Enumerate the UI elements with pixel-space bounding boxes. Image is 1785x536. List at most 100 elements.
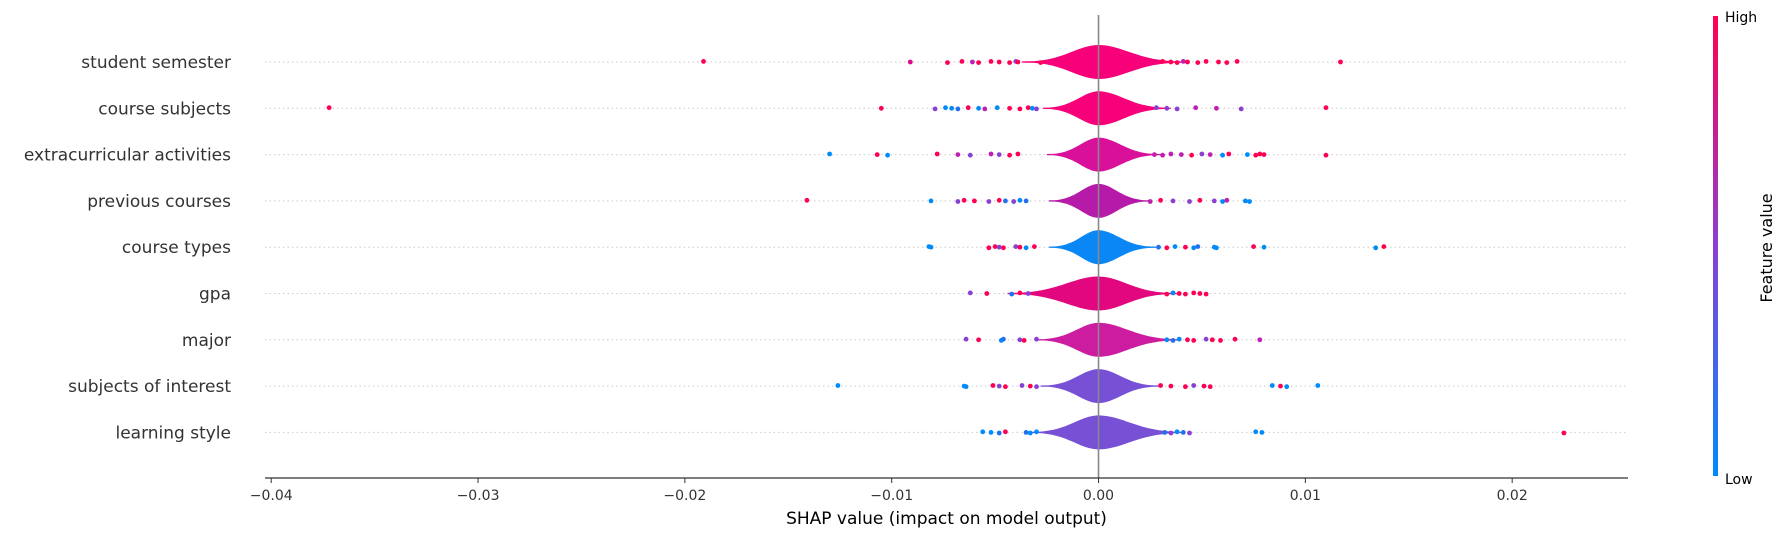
shap-point bbox=[1034, 106, 1039, 112]
shap-point bbox=[1191, 245, 1197, 251]
shap-point bbox=[1197, 197, 1203, 203]
shap-point bbox=[1160, 59, 1165, 64]
colorbar-gradient bbox=[1713, 16, 1718, 476]
shap-point bbox=[1201, 383, 1207, 389]
shap-point bbox=[1261, 244, 1267, 250]
shap-point bbox=[1183, 291, 1188, 297]
shap-point bbox=[1259, 430, 1265, 435]
shap-point bbox=[1191, 290, 1197, 296]
shap-point bbox=[1034, 429, 1039, 435]
shap-point bbox=[1226, 151, 1232, 157]
shap-point bbox=[1185, 337, 1190, 343]
row-gridlines bbox=[265, 61, 1628, 433]
shap-point bbox=[928, 198, 934, 204]
shap-point bbox=[1013, 244, 1019, 250]
shap-point bbox=[963, 336, 969, 342]
shap-point bbox=[1338, 59, 1343, 65]
feature-label: course types bbox=[122, 238, 231, 258]
shap-point bbox=[1164, 245, 1170, 251]
shap-point bbox=[1216, 59, 1221, 65]
feature-label: gpa bbox=[199, 285, 231, 305]
shap-point bbox=[1021, 338, 1027, 343]
x-tick-label: 0.02 bbox=[1497, 488, 1528, 504]
shap-point bbox=[945, 60, 950, 65]
shap-point bbox=[1195, 60, 1201, 65]
shap-point bbox=[1001, 336, 1006, 342]
shap-point bbox=[1170, 198, 1176, 204]
violin-course-types bbox=[1048, 230, 1157, 265]
shap-point bbox=[955, 152, 961, 158]
shap-point bbox=[1003, 429, 1008, 435]
shap-point bbox=[955, 199, 961, 204]
shap-point bbox=[907, 59, 913, 65]
shap-point bbox=[1027, 383, 1033, 389]
shap-point bbox=[878, 105, 884, 111]
feature-label: student semester bbox=[81, 53, 231, 73]
shap-point bbox=[1025, 105, 1031, 111]
x-tick-label: 0.00 bbox=[1083, 488, 1114, 504]
shap-point bbox=[970, 59, 975, 65]
shap-point bbox=[835, 383, 841, 388]
violin-subjects-of-interest bbox=[1040, 369, 1161, 404]
shap-point bbox=[1284, 384, 1290, 390]
feature-labels: student semester course subjects extracurr… bbox=[24, 53, 231, 443]
colorbar-high-label: High bbox=[1725, 10, 1757, 26]
feature-label: previous courses bbox=[87, 192, 231, 212]
shap-point bbox=[1001, 245, 1006, 251]
shap-point bbox=[1009, 291, 1015, 297]
shap-point bbox=[1195, 244, 1201, 250]
shap-point bbox=[972, 198, 977, 204]
shap-point bbox=[1214, 105, 1219, 111]
shap-point bbox=[996, 244, 1002, 250]
shap-point bbox=[1257, 337, 1263, 343]
shap-point bbox=[1168, 59, 1174, 65]
shap-point bbox=[1220, 152, 1225, 158]
shap-point bbox=[701, 59, 706, 64]
x-tick-label: 0.01 bbox=[1290, 488, 1321, 504]
shap-point bbox=[1017, 197, 1023, 203]
shap-point bbox=[984, 291, 990, 296]
shap-point bbox=[986, 245, 992, 251]
shap-point bbox=[1032, 244, 1037, 250]
shap-point bbox=[1269, 383, 1275, 388]
shap-point bbox=[1017, 244, 1023, 250]
shap-point bbox=[1168, 151, 1174, 157]
x-axis: −0.04 −0.03 −0.02 −0.01 0.00 0.01 0.02 bbox=[250, 477, 1628, 504]
shap-point bbox=[932, 106, 938, 112]
shap-point bbox=[976, 337, 981, 343]
shap-point bbox=[1234, 59, 1240, 64]
shap-point bbox=[1197, 291, 1203, 296]
shap-point bbox=[1251, 244, 1256, 250]
feature-label: extracurricular activities bbox=[24, 146, 231, 166]
shap-point bbox=[874, 152, 880, 158]
shap-point bbox=[1162, 430, 1168, 435]
shap-point bbox=[943, 105, 948, 111]
shap-point bbox=[1011, 199, 1017, 204]
shap-point bbox=[1174, 60, 1180, 65]
shap-point bbox=[988, 151, 994, 157]
violin-previous-courses bbox=[1048, 183, 1151, 218]
shap-point bbox=[1323, 152, 1329, 158]
shap-point bbox=[1238, 106, 1244, 112]
shap-point bbox=[967, 290, 973, 296]
shap-point bbox=[1178, 152, 1184, 158]
shap-point bbox=[1323, 105, 1329, 111]
shap-point bbox=[1158, 383, 1163, 388]
shap-point bbox=[1007, 105, 1012, 111]
shap-point bbox=[1207, 152, 1213, 158]
colorbar: High Low Feature value bbox=[1713, 10, 1776, 488]
shap-point bbox=[1017, 106, 1023, 112]
colorbar-title: Feature value bbox=[1757, 193, 1776, 302]
shap-point bbox=[990, 383, 996, 388]
shap-point bbox=[1278, 383, 1283, 389]
shap-point bbox=[1158, 197, 1163, 203]
shap-point bbox=[1027, 430, 1033, 436]
shap-point bbox=[961, 197, 967, 203]
shap-point bbox=[965, 105, 971, 111]
shap-point bbox=[980, 429, 986, 435]
shap-point bbox=[1183, 384, 1188, 390]
x-tick-label: −0.01 bbox=[870, 488, 913, 504]
shap-point bbox=[1373, 245, 1379, 251]
shap-point bbox=[1160, 152, 1165, 158]
shap-point bbox=[1017, 337, 1023, 343]
